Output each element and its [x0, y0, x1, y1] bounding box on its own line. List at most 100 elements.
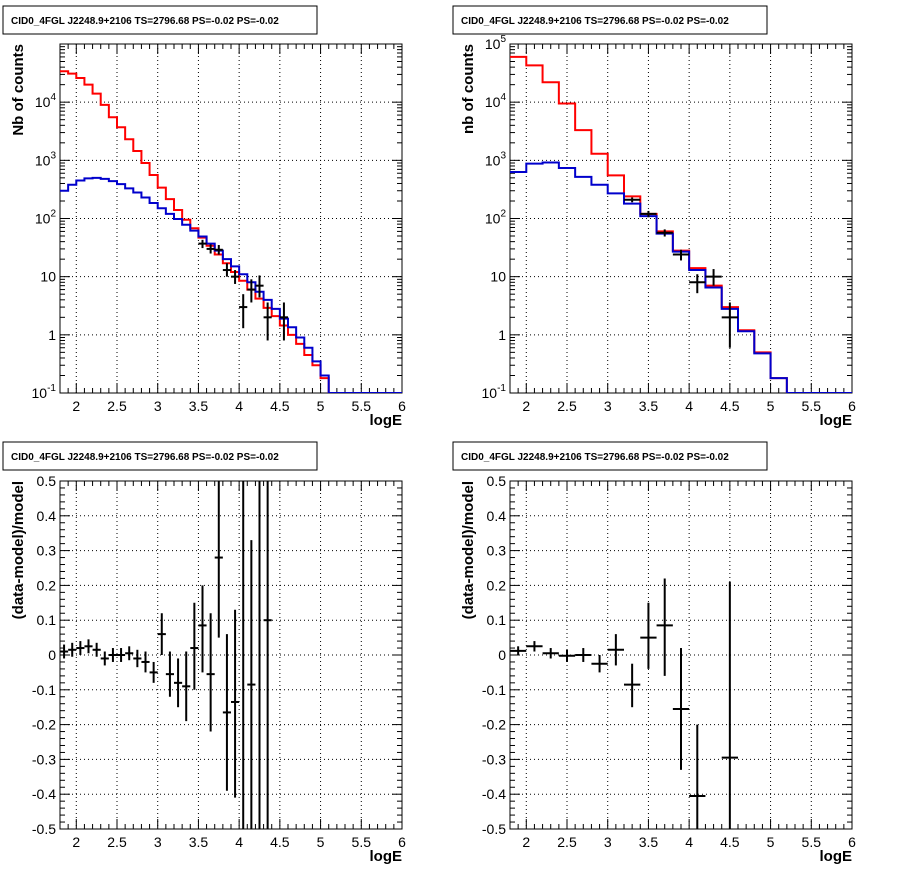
- y-tick-label: -0.1: [482, 682, 506, 698]
- data-area: [60, 481, 272, 829]
- y-tick-label: -0.4: [482, 786, 506, 802]
- x-tick-label: 6: [848, 398, 856, 414]
- y-tick-label: 105: [485, 34, 507, 52]
- y-tick-exponent: -1: [497, 383, 506, 394]
- y-tick-label: 1: [498, 327, 506, 343]
- y-tick-exponent: 4: [50, 92, 56, 103]
- data-point: [624, 197, 641, 203]
- chart-panel-4: 2 2.5 3 3.5 4 4.5 5 5.5 6 -0.5 -0.4 -0.3 -0.2 -0.1 0 0.…: [452, 441, 856, 865]
- chart-title: CID0_4FGL J2248.9+2106 TS=2796.68 PS=-0.…: [461, 452, 729, 463]
- x-axis-label: logE: [370, 412, 403, 429]
- data-area: [60, 70, 402, 393]
- y-tick-label: 103: [35, 150, 57, 168]
- y-ticks: [510, 46, 852, 394]
- data-point: [60, 644, 69, 659]
- y-tick-label: 0.5: [487, 473, 507, 489]
- x-tick-label: 3.5: [189, 834, 209, 850]
- data-point: [84, 639, 93, 654]
- data-point: [231, 609, 240, 798]
- data-point: [149, 661, 158, 683]
- y-ticks: [60, 480, 402, 830]
- y-axis-label: nb of counts: [460, 44, 477, 134]
- data-point: [575, 648, 592, 662]
- x-axis-label: logE: [370, 848, 403, 865]
- data-point: [721, 302, 738, 348]
- data-point: [165, 651, 174, 697]
- grid: [60, 44, 402, 393]
- data-point: [263, 481, 272, 829]
- y-tick-label: 104: [485, 92, 507, 110]
- y-tick-exponent: 5: [500, 34, 506, 45]
- x-tick-label: 4: [685, 398, 693, 414]
- x-tick-label: 5: [317, 834, 325, 850]
- data-point: [222, 263, 231, 277]
- x-tick-label: 5.5: [352, 834, 372, 850]
- x-tick-label: 2: [72, 834, 80, 850]
- y-axis-label: Nb of counts: [10, 44, 27, 136]
- data-point: [117, 648, 126, 662]
- data-point: [133, 649, 142, 668]
- chart-panel-2: 2 2.5 3 3.5 4 4.5 5 5.5 6 10-1 1 10 102 103 104 105 logE…: [452, 5, 856, 429]
- y-tick-label: 0.1: [487, 612, 507, 628]
- x-tick-label: 2: [522, 834, 530, 850]
- chart-title: CID0_4FGL J2248.9+2106 TS=2796.68 PS=-0.…: [11, 452, 279, 463]
- x-tick-label: 4: [685, 834, 693, 850]
- data-point: [206, 613, 215, 732]
- data-point: [214, 245, 223, 255]
- data-point: [624, 663, 641, 708]
- x-tick-label: 6: [848, 834, 856, 850]
- y-tick-exponent: 4: [500, 92, 506, 103]
- data-point: [705, 269, 722, 286]
- x-tick-label: 6: [398, 398, 406, 414]
- plot-frame: [59, 43, 403, 394]
- y-tick-label: 102: [35, 209, 57, 227]
- y-ticks: [60, 46, 402, 394]
- x-tick-label: 2: [522, 398, 530, 414]
- x-ticks: [509, 481, 853, 829]
- x-tick-label: 5: [767, 834, 775, 850]
- x-tick-label: 2.5: [557, 398, 577, 414]
- data-point: [92, 642, 101, 657]
- data-point: [255, 275, 264, 298]
- y-tick-label: -0.5: [32, 821, 56, 837]
- data-point: [214, 481, 223, 638]
- x-tick-label: 3: [604, 834, 612, 850]
- chart-title: CID0_4FGL J2248.9+2106 TS=2796.68 PS=-0.…: [461, 16, 729, 27]
- x-tick-label: 5: [317, 398, 325, 414]
- y-tick-label: 104: [35, 92, 57, 110]
- x-tick-label: 2.5: [557, 834, 577, 850]
- data-point: [542, 648, 559, 659]
- x-tick-label: 5.5: [352, 398, 372, 414]
- chart-title: CID0_4FGL J2248.9+2106 TS=2796.68 PS=-0.…: [11, 16, 279, 27]
- y-tick-label: 0.3: [37, 543, 57, 559]
- plot-frame: [509, 43, 853, 394]
- data-point: [591, 655, 608, 673]
- x-tick-label: 5.5: [802, 834, 822, 850]
- y-tick-label: 10: [40, 269, 56, 285]
- data-point: [672, 648, 690, 770]
- y-tick-label: 0: [48, 647, 56, 663]
- data-point: [190, 602, 199, 690]
- series-line-1: [60, 70, 402, 393]
- data-point: [247, 540, 256, 829]
- data-point: [108, 648, 117, 662]
- data-point: [157, 613, 166, 655]
- chart-panel-3: 2 2.5 3 3.5 4 4.5 5 5.5 6 -0.5 -0.4 -0.3 -0.2 -0.1 0 0.…: [2, 441, 406, 865]
- chart-panel-1: 2 2.5 3 3.5 4 4.5 5 5.5 6 10-1 1 10 102 103 104 logE Nb …: [2, 5, 406, 429]
- x-tick-label: 6: [398, 834, 406, 850]
- x-tick-label: 3: [604, 398, 612, 414]
- x-ticks: [59, 481, 403, 829]
- y-tick-label: 0.4: [487, 508, 507, 524]
- data-point: [141, 651, 150, 673]
- y-ticks: [510, 480, 852, 830]
- title-box: [2, 5, 318, 35]
- y-tick-label: 0.2: [37, 577, 57, 593]
- x-tick-label: 4.5: [270, 834, 290, 850]
- data-point: [125, 646, 134, 661]
- grid: [510, 44, 852, 393]
- y-tick-label: -0.4: [32, 786, 56, 802]
- series-line-2: [60, 176, 402, 393]
- y-tick-label: 102: [485, 209, 507, 227]
- x-ticks: [59, 44, 403, 393]
